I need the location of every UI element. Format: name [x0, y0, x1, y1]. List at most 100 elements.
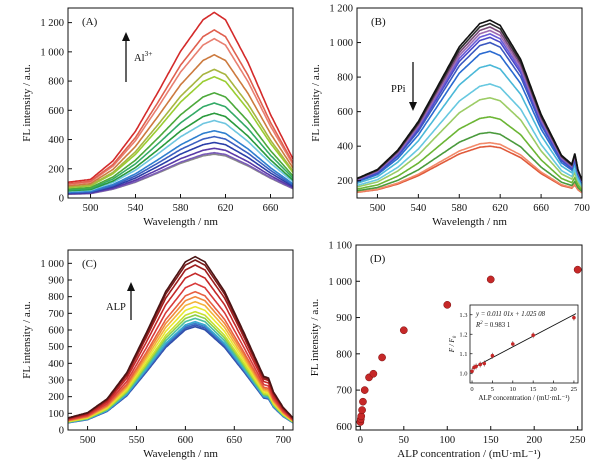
x-axis-label: Wavelength / nm — [143, 216, 218, 228]
inset-y-tick-label: 1.1 — [459, 351, 467, 358]
series-line — [68, 264, 293, 420]
arrowhead-icon — [122, 32, 130, 41]
y-tick-label: 300 — [48, 376, 64, 387]
y-tick-label: 900 — [48, 276, 64, 287]
series-line — [68, 53, 293, 187]
inset-x-tick-label: 15 — [530, 386, 537, 393]
x-tick-label: 600 — [178, 435, 194, 446]
y-tick-label: 1 000 — [40, 47, 64, 58]
y-tick-label: 1 000 — [40, 259, 64, 270]
y-tick-label: 100 — [48, 409, 64, 420]
panel-c: 500 550 600 650 700 0 100 200 300 400 500 600 700 800… — [21, 249, 294, 460]
series-line — [357, 131, 582, 192]
y-tick-label: 900 — [336, 313, 352, 324]
panel-b: 500 540 580 620 660 700 200 400 600 800 1 000 1 200… — [310, 4, 590, 229]
inset-x-tick-label: 0 — [470, 386, 473, 393]
series-line — [357, 19, 582, 181]
series-line — [68, 290, 293, 422]
y-tick-label: 200 — [337, 176, 353, 187]
series-line — [357, 145, 582, 194]
y-tick-label: 1 200 — [40, 18, 64, 29]
inset-y-tick-label: 1.3 — [459, 312, 467, 319]
series-line — [357, 96, 582, 189]
series-line — [357, 41, 582, 183]
series-line — [357, 115, 582, 191]
arrowhead-icon — [409, 102, 417, 111]
series-line — [357, 50, 582, 184]
series-line — [68, 147, 293, 195]
x-tick-label: 620 — [218, 203, 234, 214]
data-point — [359, 397, 367, 406]
x-axis-label: ALP concentration / (mU·mL⁻¹) — [397, 448, 541, 460]
y-tick-label: 800 — [48, 292, 64, 303]
series-group — [68, 255, 293, 424]
inset-data-point — [474, 364, 478, 369]
x-axis-label: Wavelength / nm — [432, 216, 507, 228]
inset-x-tick-label: 10 — [510, 386, 517, 393]
series-line — [68, 11, 293, 183]
data-point — [399, 326, 408, 335]
y-tick-label: 800 — [48, 77, 64, 88]
annotation: PPi — [391, 62, 417, 111]
x-tick-label: 250 — [570, 435, 586, 446]
y-axis-label: FL intensity / a.u. — [310, 64, 322, 142]
x-tick-label: 700 — [275, 435, 291, 446]
x-tick-label: 500 — [370, 203, 386, 214]
series-line — [357, 64, 582, 186]
x-tick-label: 500 — [80, 435, 96, 446]
y-tick-label: 400 — [48, 359, 64, 370]
inset-data-point — [478, 362, 482, 367]
y-axis-label: FL intensity / a.u. — [309, 299, 321, 377]
x-tick-label: 700 — [574, 203, 590, 214]
data-point — [486, 275, 495, 284]
y-tick-label: 200 — [48, 164, 64, 175]
inset-chart: 0 5 10 15 20 25 1.0 1.1 1.2 1.3 ALP concentration … — [448, 304, 579, 402]
panel-label: (D) — [370, 253, 386, 265]
x-tick-label: 200 — [526, 435, 542, 446]
x-tick-label: 660 — [533, 203, 549, 214]
series-line — [68, 272, 293, 420]
series-line — [68, 129, 293, 194]
panel-a: 500 540 580 620 660 0 200 400 600 800 1 000 1 200 Wa… — [21, 7, 294, 228]
inset-data-point — [572, 315, 576, 320]
series-line — [68, 135, 293, 194]
series-line — [68, 102, 293, 191]
inset-y-tick-label: 1.2 — [459, 332, 467, 339]
inset-x-axis-label: ALP concentration / (mU·mL⁻¹) — [478, 394, 570, 402]
series-line — [68, 305, 293, 423]
x-tick-label: 500 — [83, 203, 99, 214]
x-tick-label: 100 — [439, 435, 455, 446]
y-tick-label: 700 — [336, 386, 352, 397]
series-line — [68, 119, 293, 193]
plot-frame — [355, 244, 583, 431]
series-line — [357, 83, 582, 188]
data-point — [573, 265, 582, 274]
plot-frame — [356, 7, 583, 199]
y-tick-label: 1 000 — [329, 38, 353, 49]
x-axis-label: Wavelength / nm — [143, 448, 218, 460]
y-tick-label: 500 — [48, 342, 64, 353]
series-group — [68, 11, 293, 196]
series-line — [68, 112, 293, 192]
series-line — [68, 68, 293, 188]
y-tick-label: 700 — [48, 309, 64, 320]
y-tick-label: 600 — [337, 107, 353, 118]
series-line — [68, 37, 293, 186]
annotation-label: ALP — [106, 302, 126, 313]
y-tick-label: 800 — [336, 349, 352, 360]
y-tick-label: 1 000 — [328, 277, 352, 288]
data-point — [358, 406, 366, 414]
y-tick-label: 600 — [336, 422, 352, 433]
series-group — [357, 19, 582, 194]
x-tick-label: 580 — [451, 203, 467, 214]
y-tick-label: 400 — [337, 142, 353, 153]
panel-label: (C) — [82, 258, 97, 270]
inset-data-point — [482, 361, 487, 366]
series-line — [68, 91, 293, 190]
x-tick-label: 620 — [492, 203, 508, 214]
inset-data-point — [490, 353, 495, 358]
data-point — [360, 386, 369, 394]
plot-frame — [67, 249, 294, 431]
